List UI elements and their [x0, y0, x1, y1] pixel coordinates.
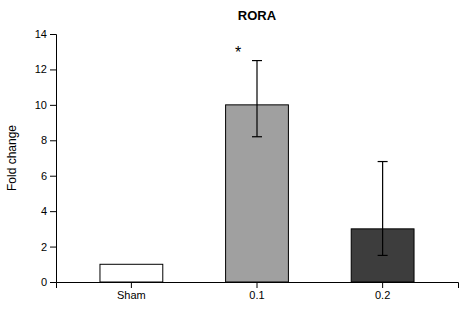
chart: 0 2 4 6 8 10 12 14 Sham 0.1 0.2 * RORA Fold change — [0, 0, 474, 312]
y-tick: 12 — [35, 63, 56, 75]
tick-label: 14 — [35, 28, 47, 40]
x-axis: Sham 0.1 0.2 — [57, 282, 459, 301]
tick-label: 0.2 — [375, 289, 390, 301]
tick-label: 12 — [35, 63, 47, 75]
tick-label: 0.1 — [249, 289, 264, 301]
y-axis-title: Fold change — [5, 125, 19, 191]
y-tick: 6 — [41, 170, 56, 182]
tick-mark — [257, 282, 258, 288]
plot: 0 2 4 6 8 10 12 14 Sham 0.1 0.2 * — [35, 28, 459, 301]
error-cap — [378, 255, 388, 256]
error-cap — [252, 60, 262, 61]
axis-line — [50, 35, 57, 283]
tick-mark — [382, 282, 383, 288]
error-cap — [378, 161, 388, 162]
tick-mark — [50, 247, 56, 248]
tick-mark — [50, 176, 56, 177]
tick-label: Sham — [117, 289, 146, 301]
marks — [100, 61, 414, 282]
tick-mark — [50, 140, 56, 141]
y-tick: 14 — [35, 28, 56, 40]
tick-label: 6 — [41, 170, 47, 182]
error-stem — [382, 162, 383, 256]
y-tick: 8 — [41, 134, 56, 146]
tick-label: 8 — [41, 134, 47, 146]
tick-mark — [50, 282, 56, 283]
tick-mark — [50, 34, 56, 35]
tick-mark — [131, 282, 132, 288]
tick-mark — [50, 69, 56, 70]
tick-label: 10 — [35, 99, 47, 111]
title: RORA — [238, 8, 277, 23]
x-tick: 0.2 — [375, 282, 390, 301]
tick-mark — [50, 211, 56, 212]
tick-mark — [50, 105, 56, 106]
annotation: * — [235, 44, 241, 61]
y-axis: 0 2 4 6 8 10 12 14 — [35, 28, 57, 288]
tick-label: 2 — [41, 241, 47, 253]
y-tick: 10 — [35, 99, 56, 111]
error-cap — [252, 136, 262, 137]
error-bar — [252, 61, 262, 137]
y-tick: 4 — [41, 205, 56, 217]
error-bar — [378, 162, 388, 256]
error-stem — [256, 61, 257, 137]
y-tick: 2 — [41, 241, 56, 253]
y-tick: 0 — [41, 276, 56, 288]
tick-label: 4 — [41, 205, 47, 217]
x-tick: 0.1 — [249, 282, 264, 301]
tick-label: 0 — [41, 276, 47, 288]
bar — [100, 264, 163, 282]
x-tick: Sham — [117, 282, 146, 301]
axis-line — [57, 283, 459, 289]
